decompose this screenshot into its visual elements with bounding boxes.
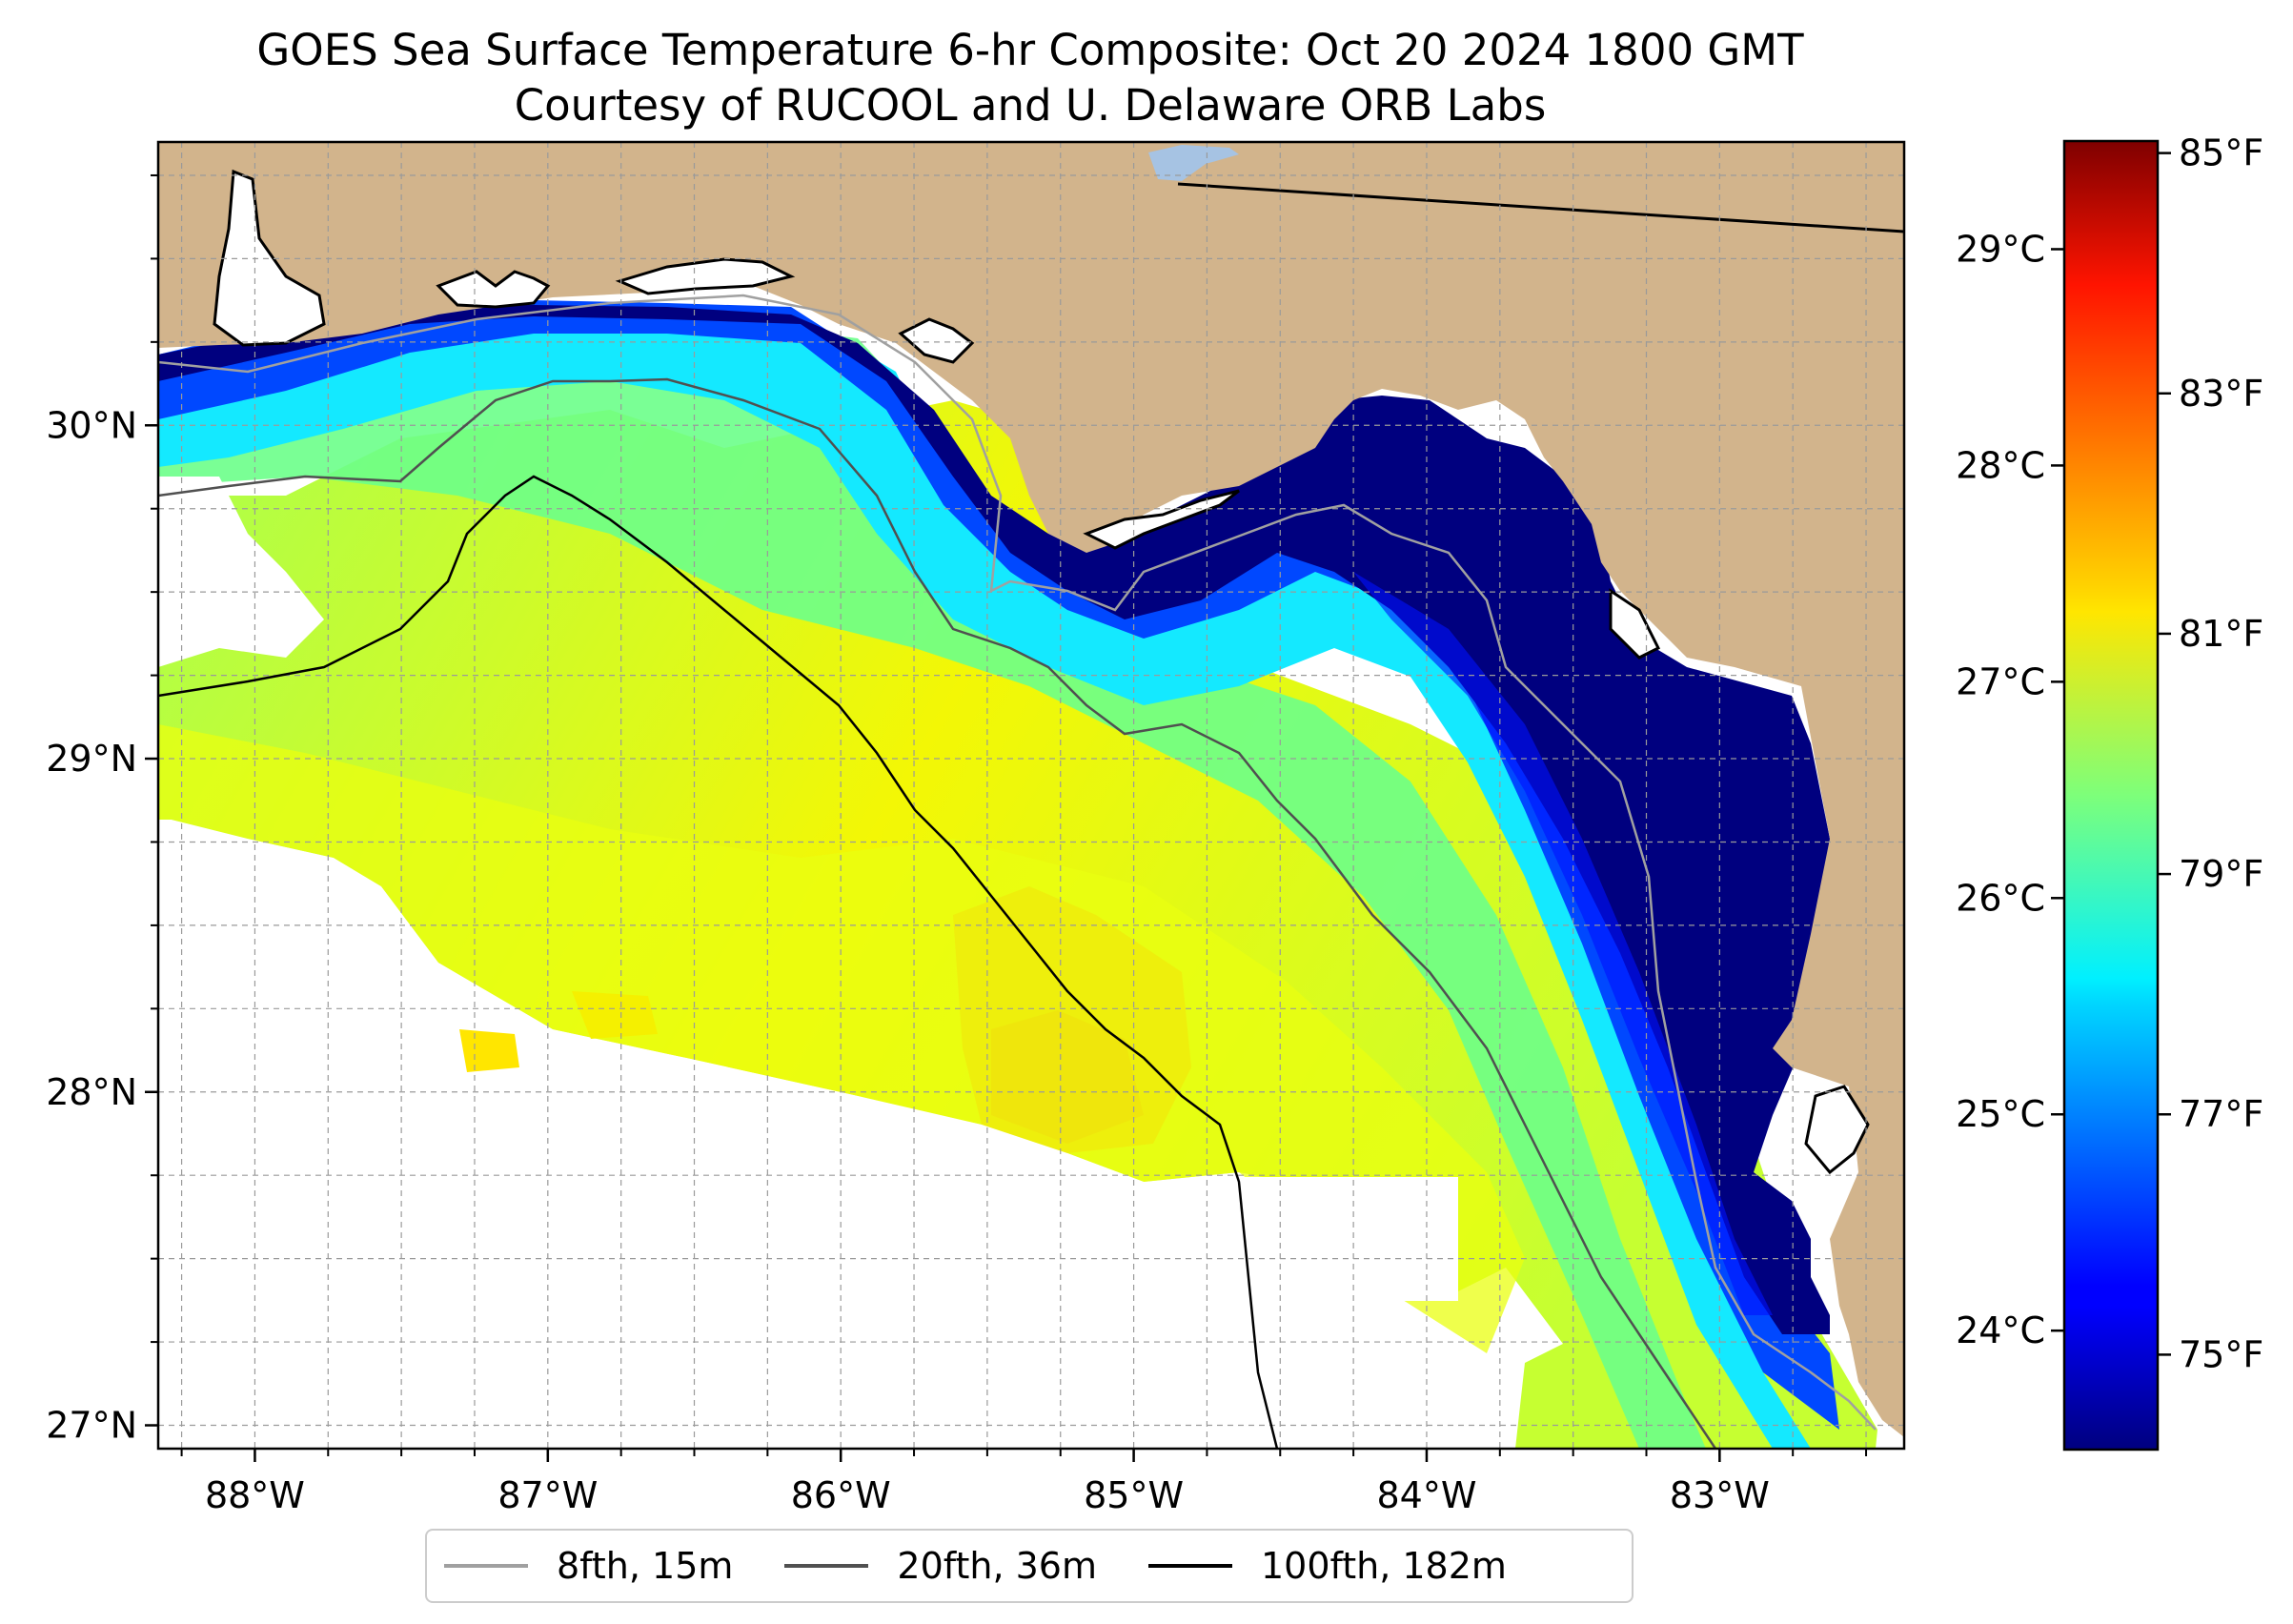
fahrenheit-tick-label: 79°F [2179, 853, 2263, 895]
sst-yellow-south-2 [572, 991, 658, 1039]
colorbar-frame [2062, 139, 2160, 1451]
colorbar: 24°C 25°C 26°C 27°C 28°C 29°C 75°F 77°F 79°F 81°F… [1956, 132, 2263, 1451]
state-boundary [1177, 182, 1904, 233]
celsius-tick-label: 26°C [1956, 877, 2045, 919]
lat-tick-label: 29°N [46, 738, 137, 780]
map-title: GOES Sea Surface Temperature 6-hr Compos… [158, 23, 1902, 133]
choctawhatchee-bay [615, 257, 796, 295]
contour-8fth [158, 294, 1877, 1431]
land-mass [158, 142, 1904, 1437]
title-line-2: Courtesy of RUCOOL and U. Delaware ORB L… [514, 80, 1547, 131]
legend-swatch-100fth [1147, 1564, 1232, 1568]
no-data-patch-west [158, 477, 324, 667]
legend-item-8fth: 8fth, 15m [444, 1545, 733, 1587]
legend-item-20fth: 20fth, 36m [784, 1545, 1097, 1587]
lat-tick-label: 28°N [46, 1071, 137, 1113]
contour-20fth [158, 377, 1717, 1449]
lat-tick-label: 27°N [46, 1405, 137, 1447]
sst-yellow-band [158, 724, 1525, 1353]
depth-contours [158, 294, 1877, 1449]
gridlines [158, 142, 1904, 1449]
legend-item-100fth: 100fth, 182m [1147, 1545, 1507, 1587]
legend-swatch-8fth [444, 1564, 528, 1568]
apalachicola-bay [1083, 489, 1240, 550]
lon-tick-label: 85°W [1084, 1474, 1184, 1516]
sst-navy-band [158, 305, 1830, 1334]
colorbar-gradient [2064, 141, 2158, 1450]
map-plot-area [158, 142, 1904, 1449]
no-data-patch-south [1239, 1177, 1458, 1301]
legend: 8fth, 15m 20fth, 36m 100fth, 182m [425, 1529, 1634, 1603]
coastal-lagoons [213, 169, 1870, 1175]
pensacola-bay [436, 270, 551, 309]
celsius-tick-label: 28°C [1956, 444, 2045, 486]
title-line-1: GOES Sea Surface Temperature 6-hr Compos… [256, 25, 1804, 75]
legend-label-100fth: 100fth, 182m [1260, 1545, 1507, 1587]
fahrenheit-tick-label: 83°F [2179, 373, 2263, 415]
celsius-tick-label: 25°C [1956, 1093, 2045, 1135]
lon-tick-label: 87°W [497, 1474, 598, 1516]
legend-swatch-20fth [784, 1564, 869, 1568]
lon-tick-label: 83°W [1670, 1474, 1770, 1516]
celsius-tick-label: 29°C [1956, 228, 2045, 270]
celsius-tick-label: 27°C [1956, 660, 2045, 702]
contour-100fth [158, 475, 1279, 1449]
sst-yellow-south [459, 1029, 519, 1072]
axis-ticks: 88°W 87°W 86°W 85°W 84°W 83°W 27°N 28°N 29°N 30°N [46, 173, 1868, 1516]
st-andrews-bay [898, 317, 975, 364]
lon-tick-label: 86°W [791, 1474, 891, 1516]
colorbar-ticks: 24°C 25°C 26°C 27°C 28°C 29°C 75°F 77°F 79°F 81°F… [1956, 132, 2263, 1376]
cedar-keys-gap [1609, 588, 1661, 660]
sst-shelf-blue [1353, 572, 1773, 1315]
mobile-bay [213, 169, 326, 347]
lon-tick-label: 88°W [205, 1474, 305, 1516]
map-frame [156, 140, 1906, 1451]
lon-tick-label: 84°W [1376, 1474, 1476, 1516]
fahrenheit-tick-label: 81°F [2179, 613, 2263, 655]
celsius-tick-label: 24°C [1956, 1309, 2045, 1351]
no-data-patch-far-west [158, 839, 1239, 1449]
legend-label-20fth: 20fth, 36m [897, 1545, 1097, 1587]
tampa-bay [1804, 1085, 1870, 1175]
sst-field [158, 295, 1877, 1449]
inland-lake [1148, 145, 1239, 181]
fahrenheit-tick-label: 77°F [2179, 1093, 2263, 1135]
lat-tick-label: 30°N [46, 404, 137, 446]
fahrenheit-tick-label: 85°F [2179, 132, 2263, 174]
legend-label-8fth: 8fth, 15m [557, 1545, 734, 1587]
fahrenheit-tick-label: 75°F [2179, 1333, 2263, 1375]
